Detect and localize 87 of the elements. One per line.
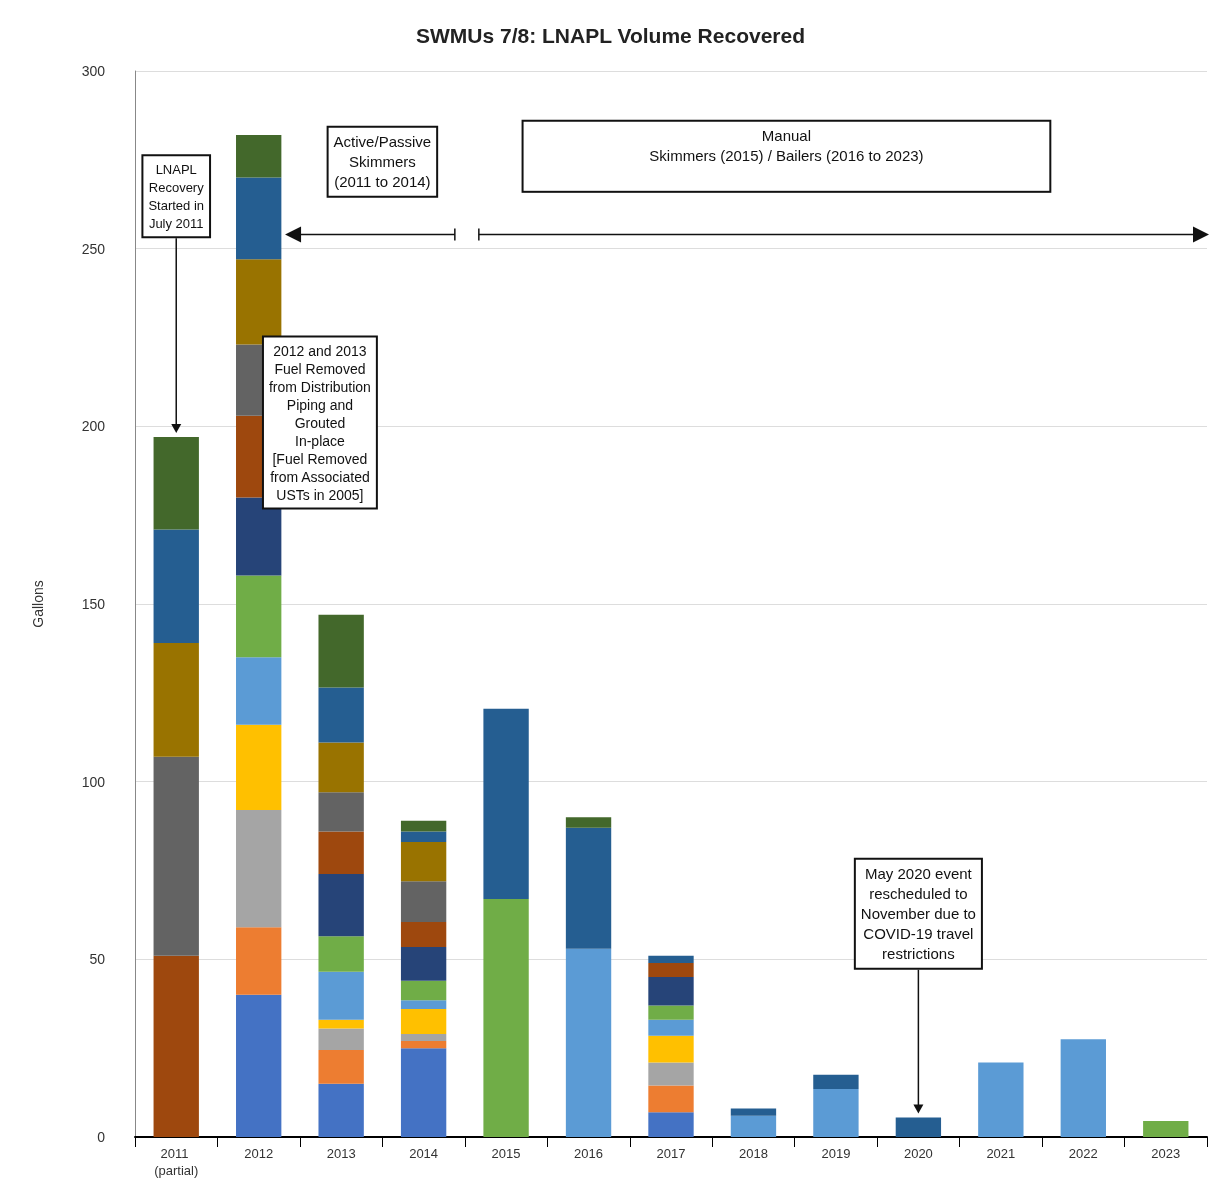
bar (318, 792, 364, 832)
y-tick-label: 100 (81, 773, 106, 790)
bar (236, 994, 282, 1137)
bar (400, 1048, 447, 1137)
bar (400, 881, 447, 923)
bar (236, 134, 282, 178)
bar (400, 820, 447, 832)
x-tick-label: 2020 (903, 1146, 933, 1161)
bar (400, 1033, 447, 1042)
bar (153, 756, 199, 956)
bar (236, 177, 282, 260)
x-tick-label: 2021 (986, 1146, 1016, 1161)
annotation: Active/Passive Skimmers (2011 to 2014) (333, 133, 432, 191)
y-tick-label: 200 (81, 418, 106, 435)
bar (1060, 1039, 1106, 1137)
x-tick-label: 2019 (821, 1146, 851, 1161)
y-tick-label: 0 (97, 1129, 106, 1145)
bar (978, 1062, 1024, 1137)
bar (648, 1085, 694, 1113)
bar (318, 1028, 364, 1050)
x-tick-label: 2016 (574, 1146, 603, 1161)
bar (153, 436, 199, 530)
bar (648, 1035, 694, 1063)
bar (236, 810, 282, 928)
y-axis-title: Gallons (30, 580, 46, 628)
bar (648, 1062, 694, 1086)
bar (318, 936, 364, 972)
bar (813, 1074, 859, 1090)
bar (565, 948, 612, 1137)
y-tick-label: 300 (81, 63, 106, 79)
bar (648, 1005, 694, 1020)
bar (236, 575, 282, 658)
bar (400, 831, 447, 843)
bar (400, 1000, 447, 1010)
bar (236, 927, 282, 995)
x-tick-label: 2011 (partial) (154, 1146, 199, 1178)
bar (153, 529, 199, 644)
bar (236, 657, 282, 725)
x-tick-label: 2014 (409, 1146, 439, 1161)
bar (1143, 1121, 1189, 1137)
bar (483, 898, 529, 1137)
bar (895, 1117, 942, 1137)
x-tick-label: 2018 (739, 1146, 768, 1161)
bar (318, 971, 364, 1020)
bar (648, 962, 694, 978)
bar (153, 643, 199, 757)
chart-title: SWMUs 7/8: LNAPL Volume Recovered (416, 24, 805, 47)
bar (400, 922, 447, 947)
annotation: May 2020 event rescheduled to November due to COVID-19 travel restrictions (860, 865, 976, 963)
y-tick-label: 250 (81, 240, 106, 257)
bar (153, 955, 199, 1137)
bar (483, 708, 529, 899)
bar (565, 817, 612, 828)
bar (236, 724, 282, 811)
bar (648, 977, 694, 1006)
x-tick-label: 2022 (1068, 1146, 1098, 1161)
bar (318, 687, 364, 743)
bar (648, 1019, 694, 1036)
x-tick-label: 2015 (491, 1146, 521, 1161)
x-tick-label: 2012 (244, 1146, 274, 1161)
bar (318, 831, 364, 875)
bar (813, 1089, 859, 1137)
x-tick-label: 2013 (326, 1146, 356, 1161)
x-tick-label: 2017 (656, 1146, 686, 1161)
annotation: Manual Skimmers (2015) / Bailers (2016 to 2023) (649, 127, 924, 165)
bar (730, 1115, 777, 1137)
bar (400, 1041, 447, 1049)
text: 2012 and 2013 Fuel Removed from Distribution Piping and Grouted In-place [Fuel Removed from Associated USTs in 2005] (268, 342, 371, 503)
bar (400, 980, 447, 1001)
bar (730, 1108, 777, 1116)
bar (318, 1019, 364, 1029)
bar (318, 1049, 364, 1084)
y-tick-label: 150 (81, 596, 106, 612)
bar (400, 842, 447, 882)
x-tick-label: 2023 (1151, 1146, 1181, 1161)
bar (318, 742, 364, 793)
bar (318, 874, 364, 937)
bar (400, 1009, 447, 1034)
y-tick-label: 50 (89, 951, 106, 968)
bar (648, 1112, 694, 1137)
bar (648, 955, 694, 963)
bar (318, 1083, 364, 1137)
annotation: LNAPL Recovery Started in July 2011 (148, 161, 205, 231)
bar (236, 259, 282, 345)
bar (565, 827, 612, 949)
bar (318, 614, 364, 688)
bar (400, 946, 447, 981)
